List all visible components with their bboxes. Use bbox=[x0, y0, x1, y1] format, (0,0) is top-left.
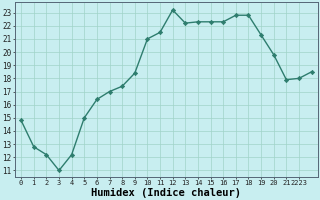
X-axis label: Humidex (Indice chaleur): Humidex (Indice chaleur) bbox=[92, 188, 241, 198]
